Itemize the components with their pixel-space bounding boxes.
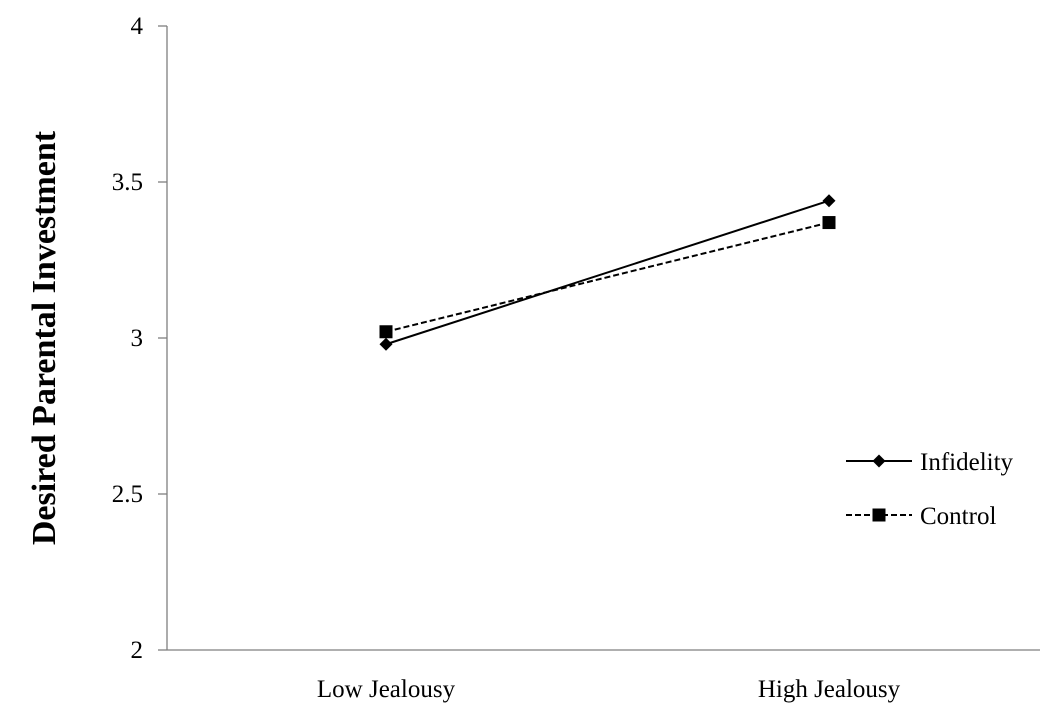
legend-item: Control xyxy=(846,503,996,530)
legend-label: Infidelity xyxy=(920,449,1014,476)
chart-axes xyxy=(166,26,1040,651)
legend-label: Control xyxy=(920,503,996,530)
x-axis-categories: Low Jealousy High Jealousy xyxy=(317,676,901,703)
x-category-label: Low Jealousy xyxy=(317,676,456,703)
series-line xyxy=(385,199,830,346)
y-axis-ticks: 2 2.5 3 3.5 4 xyxy=(112,13,167,664)
data-point-marker xyxy=(822,194,836,208)
legend-item: Infidelity xyxy=(846,449,1014,476)
series-line xyxy=(385,221,830,333)
series-infidelity xyxy=(379,194,836,351)
y-tick-label: 3 xyxy=(131,325,144,352)
data-point-marker xyxy=(379,337,393,351)
y-tick-label: 4 xyxy=(131,13,144,40)
chart-series xyxy=(379,194,836,351)
data-point-marker xyxy=(379,325,393,339)
chart-legend: Infidelity Control xyxy=(846,449,1014,530)
legend-marker xyxy=(872,454,886,468)
data-point-marker xyxy=(822,216,836,230)
y-tick-label: 2.5 xyxy=(112,481,143,508)
y-tick-label: 3.5 xyxy=(112,169,143,196)
y-tick-label: 2 xyxy=(131,637,144,664)
legend-marker xyxy=(872,508,886,522)
x-category-label: High Jealousy xyxy=(758,676,901,703)
y-axis-label: Desired Parental Investment xyxy=(26,130,63,545)
series-control xyxy=(379,216,836,339)
